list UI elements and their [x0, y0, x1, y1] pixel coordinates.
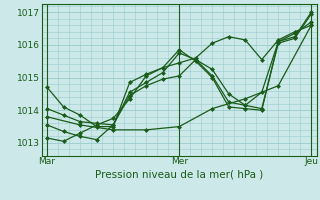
X-axis label: Pression niveau de la mer( hPa ): Pression niveau de la mer( hPa ): [95, 169, 263, 179]
